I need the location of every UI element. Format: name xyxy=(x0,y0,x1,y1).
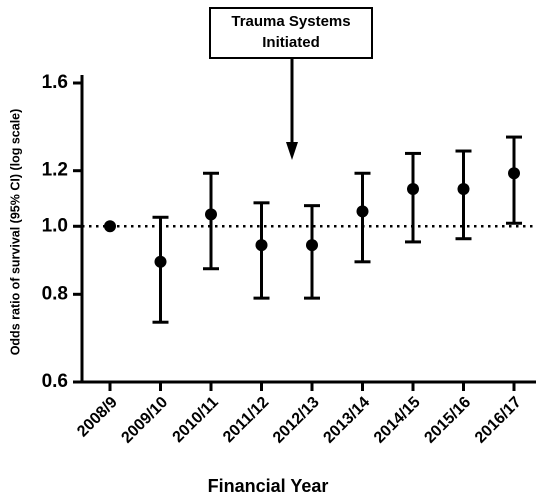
y-tick-label: 0.6 xyxy=(42,371,68,392)
x-tick-label: 2016/17 xyxy=(472,394,525,447)
x-tick-label: 2014/15 xyxy=(371,394,424,447)
x-tick-label: 2013/14 xyxy=(320,394,373,447)
point xyxy=(255,239,268,252)
annotation-box xyxy=(209,7,373,59)
point xyxy=(508,167,520,180)
point xyxy=(205,208,217,221)
y-tick-label: 1.2 xyxy=(42,160,68,181)
point xyxy=(457,183,470,196)
x-tick-label: 2010/11 xyxy=(170,394,222,446)
annotation-line: Trauma Systems xyxy=(231,13,350,30)
point xyxy=(104,220,116,233)
x-tick-label: 2011/12 xyxy=(220,394,272,446)
x-axis-title: Financial Year xyxy=(208,476,329,496)
point xyxy=(407,183,419,196)
annotation-arrowhead xyxy=(286,142,298,160)
x-tick-label: 2008/9 xyxy=(74,394,121,441)
x-tick-label: 2012/13 xyxy=(270,394,323,447)
y-tick-label: 1.6 xyxy=(42,72,68,93)
point xyxy=(306,239,318,252)
point xyxy=(154,255,167,268)
annotation-line: Initiated xyxy=(262,34,320,51)
x-tick-label: 2009/10 xyxy=(118,394,171,447)
point xyxy=(356,205,369,218)
y-axis-title: Odds ratio of survival (95% CI) (log sca… xyxy=(8,109,22,356)
y-tick-label: 1.0 xyxy=(42,215,68,236)
y-tick-label: 0.8 xyxy=(42,283,68,304)
x-tick-label: 2015/16 xyxy=(421,394,474,447)
